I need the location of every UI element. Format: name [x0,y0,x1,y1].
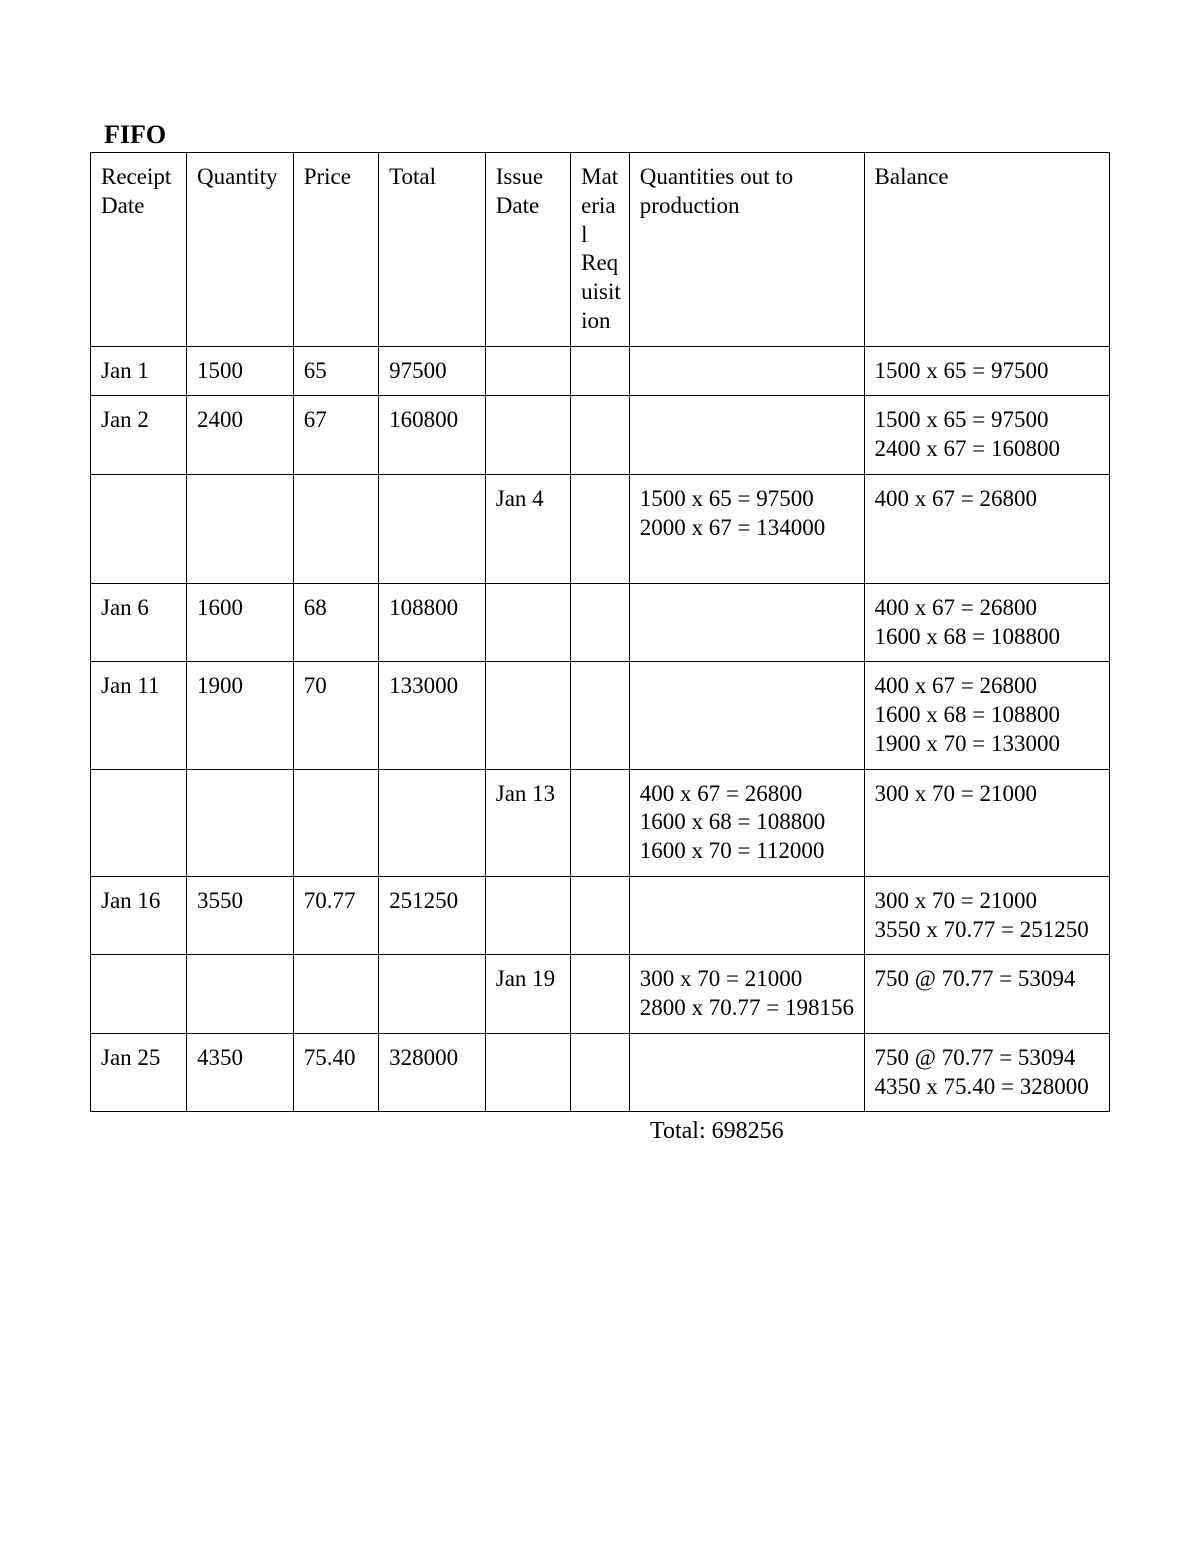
cell-out_to_prod [629,346,864,396]
fifo-table: ReceiptDate Quantity Price Total IssueDa… [90,152,1110,1112]
cell-price: 65 [293,346,378,396]
table-row: Jan 115006597500 1500 x 65 = 97500 [91,346,1110,396]
cell-issue_date [485,1033,570,1112]
cell-total [379,769,486,876]
cell-quantity: 3550 [187,876,294,955]
cell-balance: 750 @ 70.77 = 53094 [864,955,1109,1034]
cell-balance: 300 x 70 = 210003550 x 70.77 = 251250 [864,876,1109,955]
cell-total: 133000 [379,662,486,769]
cell-issue_date: Jan 13 [485,769,570,876]
cell-total: 97500 [379,346,486,396]
cell-balance: 400 x 67 = 26800 [864,474,1109,583]
cell-material_req [571,769,630,876]
cell-price: 70 [293,662,378,769]
cell-quantity [187,474,294,583]
cell-out_to_prod: 400 x 67 = 268001600 x 68 = 1088001600 x… [629,769,864,876]
cell-issue_date [485,662,570,769]
cell-price: 75.40 [293,1033,378,1112]
cell-out_to_prod: 1500 x 65 = 975002000 x 67 = 134000 [629,474,864,583]
cell-total: 160800 [379,396,486,475]
col-material-requisition: Material Requisition [571,153,630,347]
cell-balance: 400 x 67 = 268001600 x 68 = 1088001900 x… [864,662,1109,769]
cell-material_req [571,955,630,1034]
cell-receipt_date: Jan 6 [91,583,187,662]
total-line: Total: 698256 [90,1118,1110,1145]
cell-total [379,474,486,583]
cell-balance: 400 x 67 = 268001600 x 68 = 108800 [864,583,1109,662]
cell-issue_date [485,346,570,396]
col-total: Total [379,153,486,347]
cell-quantity: 1900 [187,662,294,769]
page: FIFO ReceiptDate Quantity Price Total Is… [0,0,1200,1145]
page-title: FIFO [104,120,1110,150]
col-quantity: Quantity [187,153,294,347]
table-body: Jan 1150065975001500 x 65 = 97500Jan 224… [91,346,1110,1112]
cell-quantity: 2400 [187,396,294,475]
cell-material_req [571,662,630,769]
cell-material_req [571,1033,630,1112]
cell-total: 328000 [379,1033,486,1112]
cell-total: 108800 [379,583,486,662]
table-row: Jan 4 1500 x 65 = 975002000 x 67 = 134000… [91,474,1110,583]
cell-out_to_prod [629,583,864,662]
cell-issue_date: Jan 19 [485,955,570,1034]
cell-price [293,955,378,1034]
cell-out_to_prod [629,396,864,475]
cell-quantity [187,769,294,876]
cell-balance: 750 @ 70.77 = 530944350 x 75.40 = 328000 [864,1033,1109,1112]
table-row: Jan 2240067160800 1500 x 65 = 975002400 x… [91,396,1110,475]
cell-total [379,955,486,1034]
cell-issue_date [485,396,570,475]
cell-out_to_prod: 300 x 70 = 210002800 x 70.77 = 198156 [629,955,864,1034]
cell-issue_date: Jan 4 [485,474,570,583]
cell-price [293,474,378,583]
table-header: ReceiptDate Quantity Price Total IssueDa… [91,153,1110,347]
cell-balance: 1500 x 65 = 97500 [864,346,1109,396]
col-receipt-date: ReceiptDate [91,153,187,347]
cell-quantity: 4350 [187,1033,294,1112]
cell-receipt_date [91,474,187,583]
cell-material_req [571,346,630,396]
cell-out_to_prod [629,662,864,769]
cell-receipt_date: Jan 2 [91,396,187,475]
cell-receipt_date: Jan 16 [91,876,187,955]
cell-issue_date [485,876,570,955]
cell-receipt_date [91,769,187,876]
cell-balance: 1500 x 65 = 975002400 x 67 = 160800 [864,396,1109,475]
cell-material_req [571,474,630,583]
cell-balance: 300 x 70 = 21000 [864,769,1109,876]
cell-price [293,769,378,876]
table-row: Jan 25435075.40328000 750 @ 70.77 = 53094… [91,1033,1110,1112]
cell-total: 251250 [379,876,486,955]
table-row: Jan 6160068108800 400 x 67 = 268001600 x … [91,583,1110,662]
table-row: Jan 19 300 x 70 = 210002800 x 70.77 = 198… [91,955,1110,1034]
table-row: Jan 16355070.77251250 300 x 70 = 21000355… [91,876,1110,955]
cell-price: 67 [293,396,378,475]
cell-quantity: 1600 [187,583,294,662]
col-out-to-production: Quantities out to production [629,153,864,347]
cell-receipt_date [91,955,187,1034]
cell-receipt_date: Jan 1 [91,346,187,396]
cell-material_req [571,583,630,662]
cell-out_to_prod [629,1033,864,1112]
cell-quantity: 1500 [187,346,294,396]
col-price: Price [293,153,378,347]
cell-price: 70.77 [293,876,378,955]
col-issue-date: IssueDate [485,153,570,347]
cell-issue_date [485,583,570,662]
cell-receipt_date: Jan 11 [91,662,187,769]
cell-price: 68 [293,583,378,662]
cell-material_req [571,396,630,475]
table-row: Jan 13 400 x 67 = 268001600 x 68 = 108800… [91,769,1110,876]
cell-out_to_prod [629,876,864,955]
cell-material_req [571,876,630,955]
col-balance: Balance [864,153,1109,347]
cell-receipt_date: Jan 25 [91,1033,187,1112]
cell-quantity [187,955,294,1034]
table-row: Jan 11190070133000 400 x 67 = 268001600 x… [91,662,1110,769]
